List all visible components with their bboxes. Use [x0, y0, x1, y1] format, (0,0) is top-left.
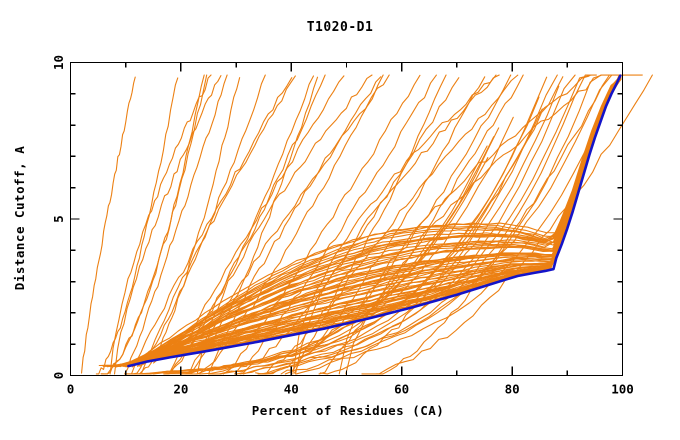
- model-curve: [345, 74, 602, 375]
- model-curve: [292, 74, 497, 375]
- model-curve: [141, 77, 622, 363]
- model-curve: [95, 77, 179, 375]
- model-curve: [294, 74, 500, 375]
- model-curve: [124, 74, 228, 375]
- tick-marks: [70, 61, 624, 376]
- x-axis-title: Percent of Residues (CA): [252, 403, 445, 418]
- model-curve: [168, 75, 345, 375]
- model-curve: [361, 74, 653, 375]
- y-tick-label: 5: [51, 215, 66, 223]
- model-curve: [181, 76, 319, 375]
- model-curve: [338, 75, 590, 375]
- model-curve: [293, 74, 519, 374]
- model-curve: [125, 77, 622, 367]
- model-curve: [139, 74, 622, 367]
- x-tick-label: 20: [173, 382, 188, 397]
- model-curve: [153, 74, 622, 364]
- reference-curve: [127, 74, 622, 368]
- model-curve: [199, 76, 548, 375]
- y-axis-title: Distance Cutoff, A: [12, 146, 27, 290]
- model-curve: [113, 75, 222, 375]
- model-curve: [81, 76, 136, 374]
- y-tick-labels: 0 5 10: [51, 55, 66, 379]
- model-curve: [100, 74, 208, 375]
- model-curve: [222, 74, 421, 375]
- model-curve: [165, 74, 326, 375]
- model-curve: [124, 157, 489, 375]
- axes-group: [69, 61, 624, 377]
- x-tick-label: 40: [284, 382, 299, 397]
- model-curve: [188, 74, 390, 375]
- model-curves-group: [81, 74, 653, 375]
- model-curve: [208, 85, 560, 375]
- model-curve: [257, 74, 625, 375]
- model-curve: [295, 74, 643, 375]
- model-curve: [198, 74, 384, 375]
- y-tick-label: 10: [51, 55, 66, 70]
- model-curve: [208, 76, 382, 375]
- model-curve: [165, 116, 514, 375]
- model-curve: [130, 77, 293, 375]
- model-curve: [318, 74, 524, 375]
- model-curve: [219, 74, 558, 375]
- x-tick-label: 80: [505, 382, 520, 397]
- x-tick-label: 0: [67, 382, 75, 397]
- model-curve: [138, 77, 241, 375]
- x-tick-label: 100: [611, 382, 634, 397]
- model-curve: [196, 74, 373, 375]
- model-curve: [109, 74, 212, 375]
- model-curve: [132, 74, 266, 375]
- y-tick-label: 0: [51, 372, 66, 380]
- model-curve: [145, 75, 622, 363]
- model-curve: [141, 75, 296, 374]
- chart-title: T1020-D1: [307, 20, 374, 35]
- model-curve: [263, 74, 597, 375]
- model-curve: [375, 75, 610, 375]
- model-curve: [239, 74, 592, 375]
- x-tick-labels: 0 20 40 60 80 100: [67, 382, 634, 397]
- model-curve: [234, 74, 437, 375]
- reference-curve-group: [127, 74, 622, 368]
- x-tick-label: 60: [394, 382, 409, 397]
